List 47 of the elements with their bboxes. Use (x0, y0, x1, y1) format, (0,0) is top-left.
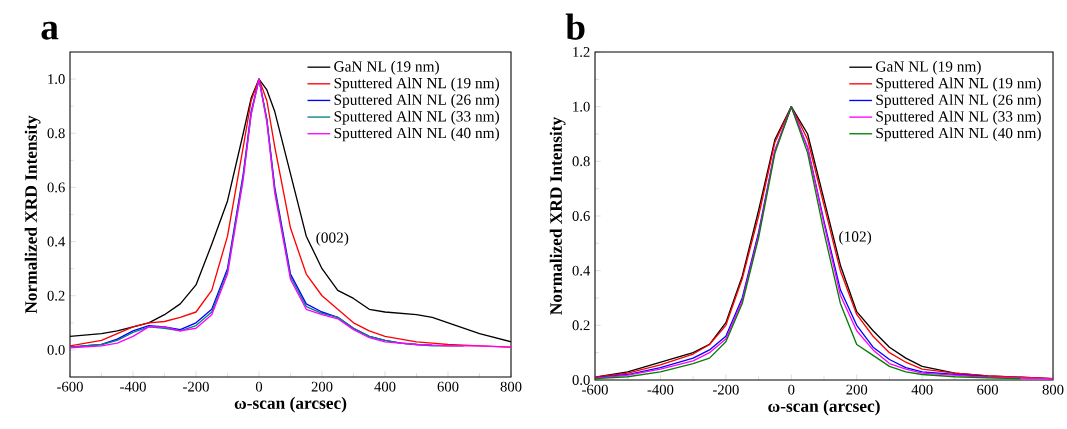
y-tick-label: 0.8 (47, 128, 65, 139)
legend-label: Sputtered AlN NL (33 nm) (876, 110, 1041, 125)
y-tick-label: 0.0 (47, 344, 65, 355)
legend-label: Sputtered AlN NL (26 nm) (334, 94, 499, 109)
legend-label: Sputtered AlN NL (40 nm) (876, 127, 1041, 142)
y-tick-label: 1.2 (573, 47, 590, 57)
y-tick-label: 0.4 (572, 265, 591, 276)
x-tick-label: 400 (911, 384, 933, 395)
chart-title: a (41, 21, 59, 40)
x-tick-label: 200 (846, 384, 868, 395)
legend-label: Sputtered AlN NL (26 nm) (876, 94, 1041, 109)
legend-label: GaN NL (19 nm) (876, 60, 981, 75)
x-tick-label: 800 (1042, 384, 1064, 395)
x-tick-label: 0 (788, 384, 795, 395)
y-tick-label: 0.6 (572, 211, 590, 221)
legend-label: Sputtered AlN NL (33 nm) (334, 110, 499, 125)
y-tick-label: 0.0 (572, 375, 590, 385)
x-tick-label: 0 (255, 381, 263, 392)
x-tick-label: 600 (437, 381, 459, 392)
annotation: (102) (839, 230, 872, 245)
y-tick-label: 0.4 (47, 236, 66, 247)
x-axis-title: ω-scan (arcsec) (768, 399, 880, 416)
x-tick-label: 600 (977, 384, 999, 395)
legend-label: GaN NL (19 nm) (334, 60, 439, 75)
y-tick-label: 0.6 (47, 182, 65, 193)
y-tick-label: 0.8 (572, 156, 590, 167)
y-tick-label: 0.2 (572, 320, 590, 331)
x-axis-title: ω-scan (arcsec) (234, 396, 347, 413)
x-tick-label: -600 (57, 381, 83, 392)
x-tick-label: -200 (183, 381, 209, 392)
x-tick-label: -200 (712, 384, 739, 395)
legend-label: Sputtered AlN NL (19 nm) (334, 77, 499, 92)
x-tick-label: 400 (374, 381, 396, 392)
x-tick-label: -400 (120, 381, 146, 392)
legend-label: Sputtered AlN NL (40 nm) (334, 127, 499, 142)
x-tick-label: -600 (582, 384, 608, 395)
x-tick-label: -400 (647, 384, 674, 395)
annotation: (002) (316, 231, 349, 246)
legend-label: Sputtered AlN NL (19 nm) (876, 77, 1041, 92)
y-tick-label: 0.2 (47, 290, 65, 301)
chart-title: b (565, 13, 585, 40)
y-tick-label: 1.0 (48, 74, 65, 85)
x-tick-label: 800 (500, 381, 522, 392)
x-tick-label: 200 (311, 381, 333, 392)
y-axis-title: Normalized XRD Intensity (549, 117, 566, 315)
y-axis-title: Normalized XRD Intensity (24, 115, 41, 314)
y-tick-label: 1.0 (573, 101, 590, 112)
